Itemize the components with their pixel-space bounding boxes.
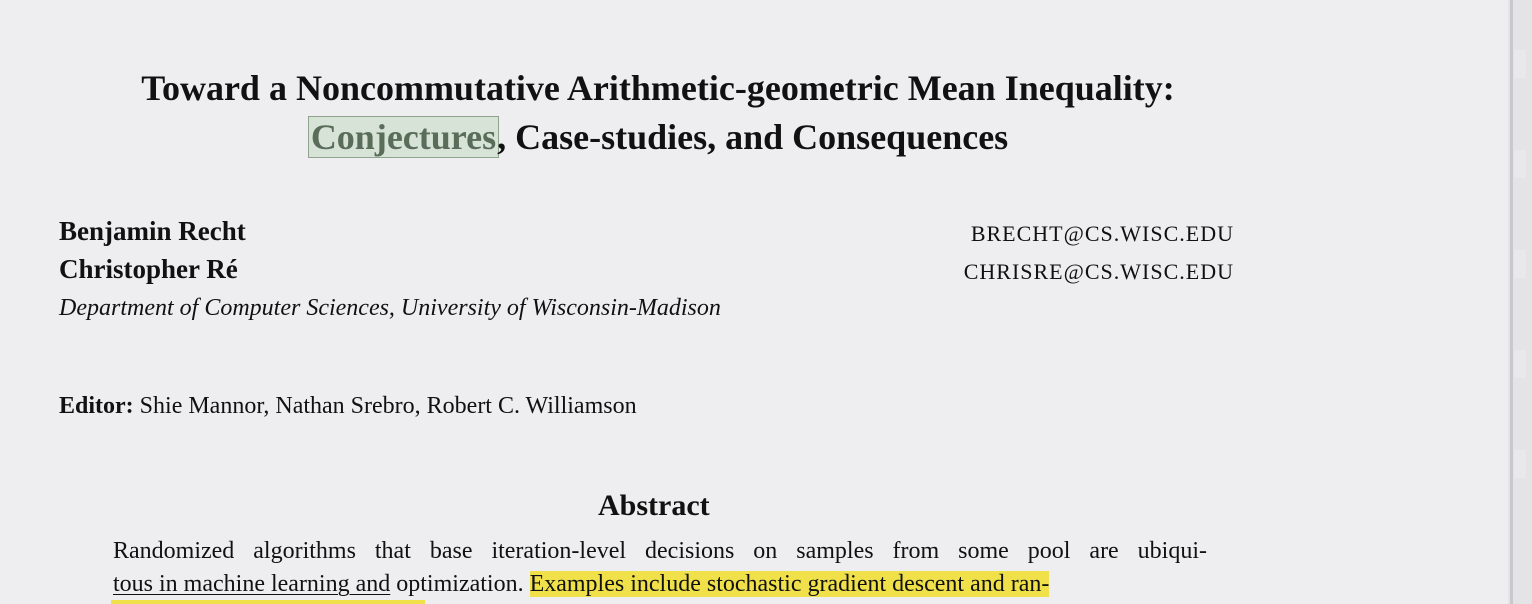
abstract-heading: Abstract bbox=[598, 489, 710, 522]
paper-title-line-1: Toward a Noncommutative Arithmetic-geome… bbox=[141, 68, 1175, 108]
abstract-line-1: Randomized algorithms that base iteratio… bbox=[113, 538, 1207, 564]
thumbnail-marker[interactable] bbox=[1514, 150, 1526, 178]
editor-line: Editor: Shie Mannor, Nathan Srebro, Robe… bbox=[59, 391, 637, 421]
paper-title-line-2: Conjectures, Case-studies, and Consequen… bbox=[0, 116, 1316, 158]
author-name-2: Christopher Ré bbox=[59, 254, 238, 284]
title-line-2-rest: , Case-studies, and Consequences bbox=[497, 117, 1009, 157]
editor-label: Editor: bbox=[59, 393, 134, 419]
affiliation: Department of Computer Sciences, Univers… bbox=[59, 295, 721, 321]
thumbnail-marker[interactable] bbox=[1514, 250, 1526, 278]
abstract-plain-text: optimization. bbox=[390, 571, 530, 597]
author-name-1: Benjamin Recht bbox=[59, 216, 246, 246]
thumbnail-marker[interactable] bbox=[1514, 450, 1526, 478]
scrollbar-thumb[interactable] bbox=[1510, 0, 1513, 604]
abstract-line-2: tous in machine learning and optimizatio… bbox=[113, 569, 1207, 599]
thumbnail-marker[interactable] bbox=[1514, 350, 1526, 378]
author-email-1: BRECHT@CS.WISC.EDU bbox=[970, 221, 1234, 246]
author-email-2: CHRISRE@CS.WISC.EDU bbox=[963, 259, 1234, 284]
editor-names: Shie Mannor, Nathan Srebro, Robert C. Wi… bbox=[133, 393, 637, 419]
thumbnail-marker[interactable] bbox=[1514, 50, 1526, 78]
title-highlight-conjectures[interactable]: Conjectures bbox=[307, 116, 500, 158]
next-line-highlight[interactable] bbox=[111, 600, 425, 604]
abstract-highlighted-text[interactable]: Examples include stochastic gradient des… bbox=[529, 571, 1050, 597]
abstract-underlined-text[interactable]: tous in machine learning and bbox=[113, 571, 391, 597]
